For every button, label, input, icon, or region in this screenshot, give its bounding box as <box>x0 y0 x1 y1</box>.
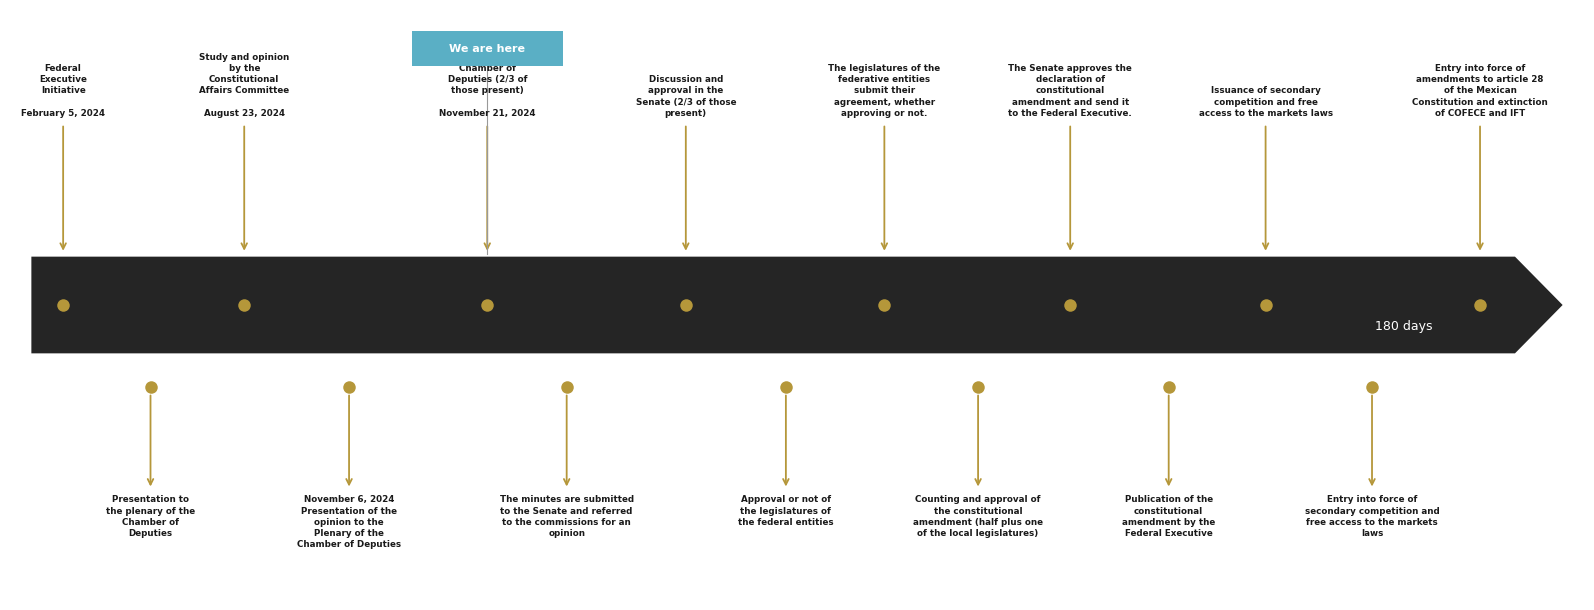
Text: Approval or not of
the legislatures of
the federal entities: Approval or not of the legislatures of t… <box>738 495 834 526</box>
Text: Entry into force of
secondary competition and
free access to the markets
laws: Entry into force of secondary competitio… <box>1304 495 1439 537</box>
Text: November 6, 2024
Presentation of the
opinion to the
Plenary of the
Chamber of De: November 6, 2024 Presentation of the opi… <box>296 495 402 549</box>
Text: Federal
Executive
Initiative
 
February 5, 2024: Federal Executive Initiative February 5,… <box>21 64 105 118</box>
Text: The legislatures of the
federative entities
submit their
agreement, whether
appr: The legislatures of the federative entit… <box>829 64 940 118</box>
Text: Issuance of secondary
competition and free
access to the markets laws: Issuance of secondary competition and fr… <box>1199 87 1333 118</box>
Text: The Senate approves the
declaration of
constitutional
amendment and send it
to t: The Senate approves the declaration of c… <box>1009 64 1132 118</box>
Text: Study and opinion
by the
Constitutional
Affairs Committee
 
August 23, 2024: Study and opinion by the Constitutional … <box>199 53 290 118</box>
Polygon shape <box>32 257 1562 353</box>
FancyBboxPatch shape <box>411 31 563 66</box>
Text: Discussion and
approval in the
Chamber of
Deputies (2/3 of
those present)
 
Nove: Discussion and approval in the Chamber o… <box>438 42 536 118</box>
Text: The minutes are submitted
to the Senate and referred
to the commissions for an
o: The minutes are submitted to the Senate … <box>499 495 634 537</box>
Text: Entry into force of
amendments to article 28
of the Mexican
Constitution and ext: Entry into force of amendments to articl… <box>1412 64 1548 118</box>
Text: Counting and approval of
the constitutional
amendment (half plus one
of the loca: Counting and approval of the constitutio… <box>913 495 1042 537</box>
Text: Discussion and
approval in the
Senate (2/3 of those
present): Discussion and approval in the Senate (2… <box>636 75 736 118</box>
Text: 180 days: 180 days <box>1376 320 1433 332</box>
Text: Presentation to
the plenary of the
Chamber of
Deputies: Presentation to the plenary of the Chamb… <box>105 495 194 537</box>
Text: Publication of the
constitutional
amendment by the
Federal Executive: Publication of the constitutional amendm… <box>1122 495 1215 537</box>
Text: We are here: We are here <box>450 44 526 54</box>
